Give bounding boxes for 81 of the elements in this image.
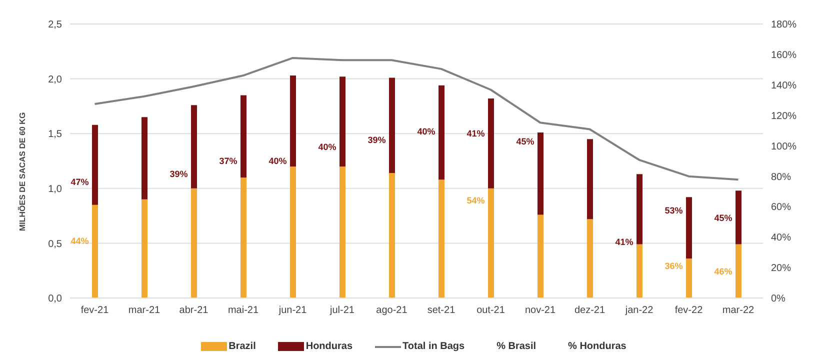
x-tick-label: dez-21 [574,305,606,316]
y-axis-title: MILHÕES DE SACAS DE 60 KG [16,112,27,231]
x-tick-label: nov-21 [524,305,556,316]
y2-tick-label: 160% [771,50,797,61]
x-tick-label: ago-21 [376,305,408,316]
x-tick-label: jun-21 [278,305,308,316]
bar [290,76,296,166]
bar [736,244,742,298]
legend-label: Brazil [228,341,256,352]
annotation: 53% [664,205,683,216]
annotation: 47% [70,176,89,187]
bar [389,78,395,174]
annotation: 40% [318,142,336,152]
bar [389,173,395,298]
annotation: 46% [714,266,732,277]
y-tick-label: 1,0 [48,184,62,195]
annotation: 40% [417,126,436,136]
annotation: 45% [714,212,732,223]
annotation: 41% [615,237,634,248]
bar [191,105,197,188]
annotation: 37% [219,156,238,166]
bar [488,98,494,188]
annotation: 41% [466,128,485,139]
x-tick-label: set-21 [427,305,456,316]
bar [636,174,642,244]
x-tick-label: mai-21 [228,305,259,316]
annotation: 36% [664,261,683,272]
text: % Honduras [568,341,626,352]
y2-tick-label: 40% [771,232,792,244]
y2-tick-label: 140% [771,80,797,92]
text: % Brasil [496,341,536,352]
bar [191,188,197,298]
bar [636,244,642,298]
x-tick-label: out-21 [476,305,506,316]
y-tick-label: 0,0 [48,294,62,305]
bar [686,197,692,259]
y-tick-label: 2,0 [48,74,62,86]
legend-label: Total in Bags [402,341,465,352]
bar [290,166,296,298]
y-tick-label: 0,5 [48,238,62,250]
y2-tick-label: 80% [771,172,792,183]
y-tick-label: 1,5 [48,129,62,140]
annotation: 54% [466,195,485,206]
bar [92,124,98,205]
x-tick-label: mar-21 [128,305,161,316]
bar [587,219,593,298]
x-tick-label: mar-22 [722,305,755,316]
bar [240,95,246,178]
annotation: 39% [368,135,386,146]
x-tick-label: fev-21 [80,305,110,316]
annotation: 45% [516,136,534,146]
bar [488,188,494,298]
bar [438,85,444,180]
y2-tick-label: 120% [771,110,797,122]
bar [142,117,148,200]
x-tick-label: abr-21 [179,305,209,316]
annotation: 39% [170,169,188,180]
bar [92,204,98,298]
bar [240,177,246,298]
y2-tick-label: 0% [771,294,786,305]
bar [142,199,148,298]
bar [686,258,692,298]
bar [587,139,593,220]
x-tick-label: fev-22 [674,305,704,316]
line-series [94,56,740,181]
bar [538,214,544,298]
annotation: 44% [70,236,89,246]
x-tick-label: jan-22 [624,305,654,316]
bar [438,180,444,298]
y2-tick-label: 180% [771,20,797,31]
y2-tick-label: 100% [771,141,797,152]
bar [538,132,544,215]
bar [340,76,346,166]
y-tick-label: 2,5 [48,20,62,31]
x-tick-label: jul-21 [329,305,355,316]
bar [736,190,742,244]
bar [340,166,346,298]
annotation: 40% [268,156,287,166]
legend-label: Honduras [304,341,353,352]
y2-tick-label: 20% [771,263,792,274]
y2-tick-label: 60% [771,202,792,214]
